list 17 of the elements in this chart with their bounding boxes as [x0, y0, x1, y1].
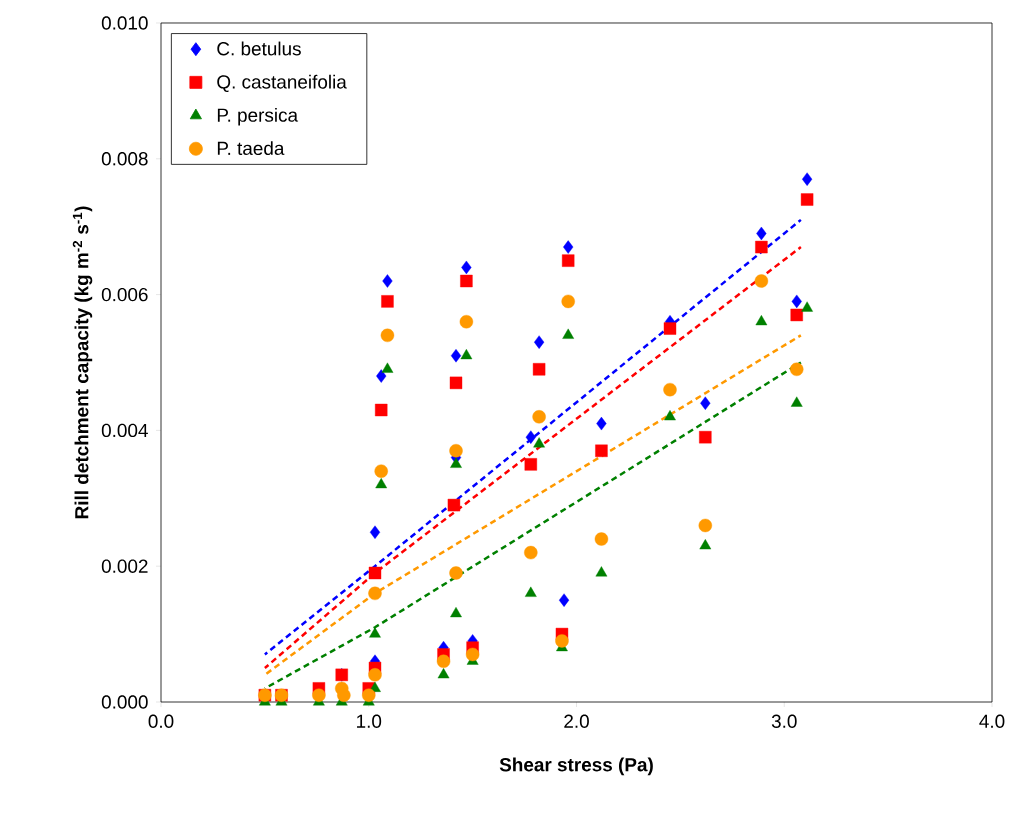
- x-tick-label: 3.0: [771, 714, 797, 728]
- y-tick-label: 0.004: [101, 423, 148, 438]
- x-tick-label: 2.0: [564, 714, 589, 728]
- y-tick-label: 0.008: [101, 152, 148, 166]
- legend-label: Q. castaneifolia: [217, 74, 347, 93]
- y-tick-label: 0.010: [101, 16, 148, 30]
- x-tick-label: 0.0: [148, 714, 174, 728]
- y-tick-label: 0.006: [101, 287, 148, 302]
- legend-label: P. persica: [217, 107, 299, 126]
- y-tick-label: 0.000: [101, 695, 148, 709]
- y-tick-label: 0.002: [101, 559, 148, 573]
- x-axis-title: Shear stress (Pa): [499, 757, 653, 776]
- legend-label: C. betulus: [217, 41, 301, 56]
- x-tick-label: 4.0: [979, 714, 1005, 728]
- x-tick-label: 1.0: [357, 714, 382, 728]
- legend-label: P. taeda: [217, 141, 285, 156]
- y-axis-title: Rill detchment capacity (kg m$^{-2}$ s$^{-1}$): [72, 206, 93, 519]
